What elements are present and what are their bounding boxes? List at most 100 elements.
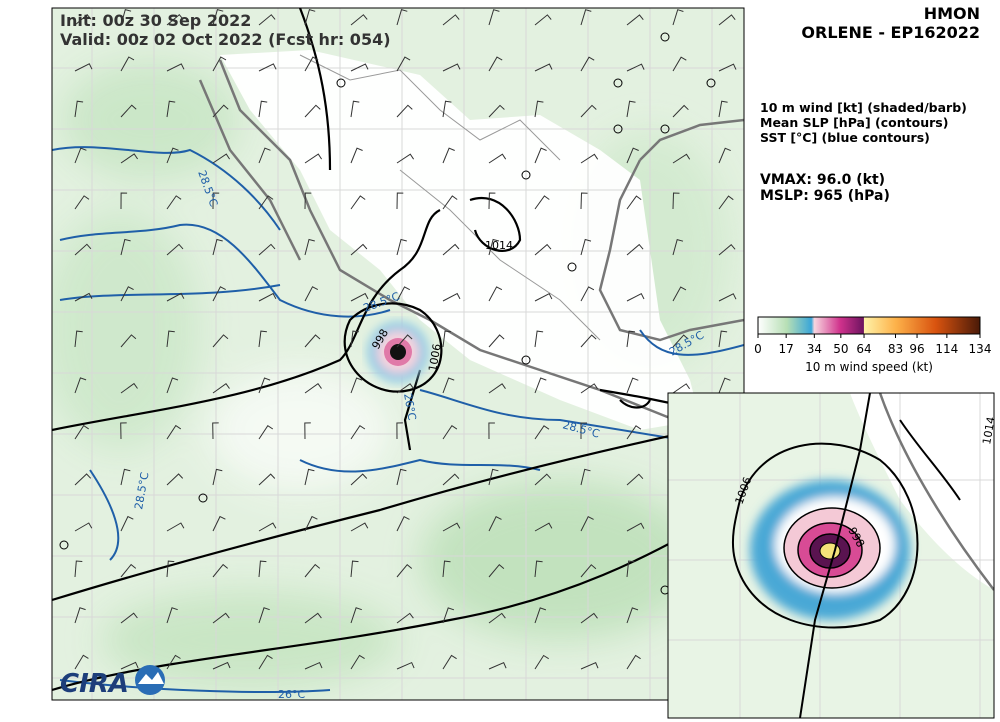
- wind-barb: [626, 63, 645, 72]
- wind-barb: [120, 661, 139, 670]
- wind-barb: [580, 104, 597, 118]
- wind-barb: [166, 195, 182, 210]
- wind-barb: [120, 515, 134, 532]
- wind-barb: [534, 425, 550, 440]
- wind-barb: [212, 56, 227, 72]
- wind-barb: [258, 425, 274, 440]
- wind-barb: [212, 563, 229, 578]
- legend-line: SST [°C] (blue contours): [760, 130, 930, 145]
- wind-barb: [120, 382, 138, 394]
- wind-barb: [304, 468, 315, 486]
- wind-barb: [534, 330, 544, 348]
- colorbar-tick-label: 83: [888, 342, 903, 356]
- wind-barb: [304, 422, 311, 440]
- wind-barb: [212, 192, 220, 210]
- wind-barb: [166, 13, 184, 26]
- wind-barb: [488, 422, 495, 440]
- wind-barb: [396, 334, 413, 348]
- wind-barb: [626, 654, 641, 670]
- wind-barb: [396, 516, 410, 532]
- wind-barb: [442, 473, 460, 486]
- wind-barb: [166, 292, 185, 302]
- wind-barb: [534, 147, 547, 164]
- wind-barb: [534, 293, 553, 302]
- wind-barb: [626, 243, 644, 256]
- wind-barb: [626, 195, 642, 210]
- wind-barb: [166, 473, 184, 486]
- wind-barb: [580, 612, 598, 624]
- wind-barb: [258, 654, 273, 670]
- wind-barb: [488, 468, 499, 486]
- wind-barb: [580, 56, 595, 72]
- wind-barb: [74, 330, 83, 348]
- wind-barb: [396, 286, 411, 302]
- sst-label: 26°C: [278, 688, 305, 701]
- wind-barb: [120, 612, 138, 624]
- wind-barb: [580, 192, 588, 210]
- wind-barb: [580, 238, 592, 256]
- wind-barb: [74, 473, 92, 486]
- wind-barb: [626, 522, 645, 532]
- wind-barb: [442, 243, 460, 256]
- wind-barb: [212, 153, 231, 164]
- wind-barb: [74, 243, 92, 256]
- wind-barb: [350, 292, 369, 302]
- wind-barb: [212, 104, 229, 118]
- wind-barb: [350, 330, 359, 348]
- model-name: HMON: [924, 4, 980, 23]
- wind-barb: [120, 8, 132, 26]
- wind-barb: [672, 286, 687, 302]
- wind-barb: [258, 147, 271, 164]
- wind-barb: [488, 612, 506, 624]
- wind-barb: [258, 100, 268, 118]
- wind-barb: [74, 292, 93, 302]
- wind-barb: [258, 195, 274, 210]
- wind-barb: [258, 292, 277, 302]
- colorbar-tick-label: 50: [833, 342, 848, 356]
- colorbar-tick-label: 34: [807, 342, 822, 356]
- wind-barb: [304, 104, 321, 118]
- wind-barb: [166, 243, 184, 256]
- wind-barb: [580, 422, 587, 439]
- wind-barb: [488, 334, 505, 348]
- wind-barb: [304, 238, 315, 256]
- wind-barb: [258, 522, 277, 532]
- wind-barb: [212, 286, 226, 302]
- wind-barb: [258, 377, 271, 394]
- wind-barb: [580, 662, 599, 670]
- wind-barb: [534, 195, 550, 210]
- wind-barb: [350, 63, 369, 72]
- mslp: MSLP: 965 (hPa): [760, 188, 890, 204]
- valid-text: Valid: 00z 02 Oct 2022 (Fcst hr: 054): [60, 30, 391, 49]
- wind-barb: [718, 63, 737, 72]
- wind-barb: [580, 334, 597, 348]
- vmax: VMAX: 96.0 (kt): [760, 172, 885, 188]
- wind-barb: [718, 243, 736, 256]
- wind-barb: [442, 195, 458, 210]
- wind-barb: [350, 560, 359, 578]
- wind-barb: [442, 607, 455, 624]
- wind-barb: [488, 516, 502, 532]
- wind-barb: [258, 330, 267, 348]
- wind-barb: [212, 238, 223, 256]
- wind-barb: [212, 612, 230, 624]
- legend-line: 10 m wind [kt] (shaded/barb): [760, 100, 967, 115]
- wind-barb: [74, 100, 84, 118]
- wind-barb: [580, 516, 594, 532]
- wind-barb: [166, 654, 181, 670]
- wind-barb: [74, 560, 83, 578]
- wind-barb: [166, 147, 179, 164]
- wind-barb: [396, 153, 415, 164]
- wind-barb: [672, 238, 684, 256]
- wind-barb: [580, 564, 597, 578]
- wind-barb: [304, 563, 321, 578]
- wind-barb: [718, 14, 736, 26]
- wind-barb: [74, 522, 93, 532]
- wind-barb: [534, 63, 553, 72]
- wind-barb: [396, 8, 408, 26]
- wind-barb: [120, 422, 127, 440]
- wind-barb: [74, 377, 87, 394]
- wind-barb: [304, 286, 319, 302]
- wind-barb: [212, 468, 223, 486]
